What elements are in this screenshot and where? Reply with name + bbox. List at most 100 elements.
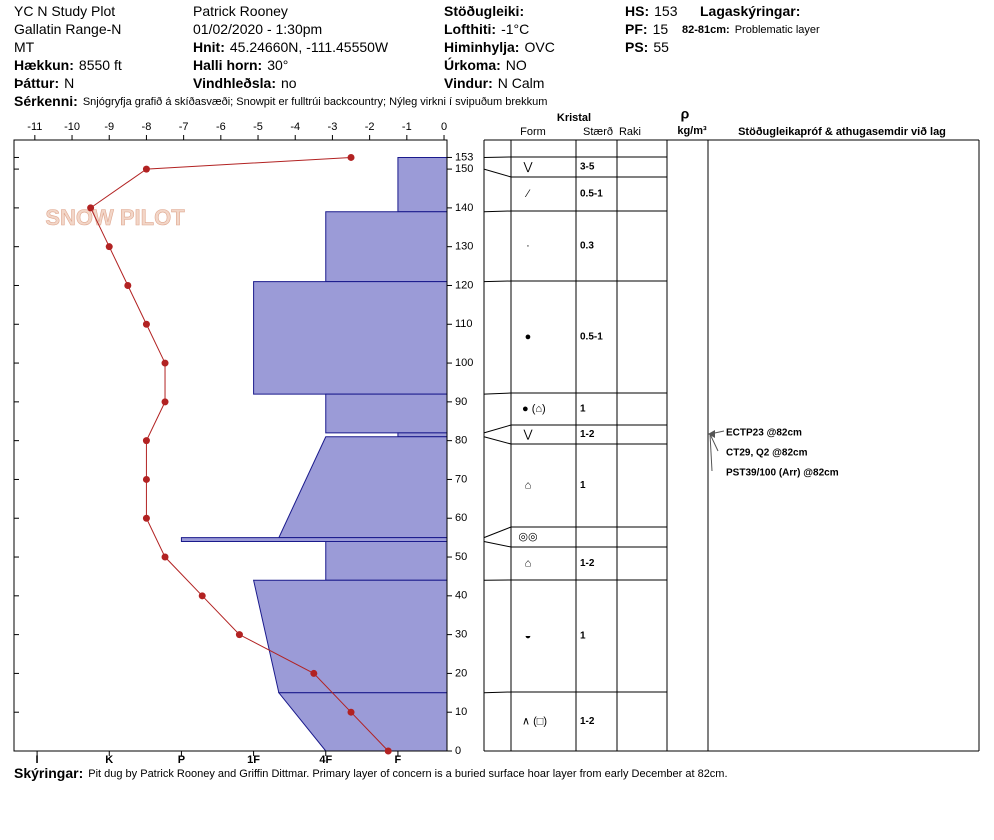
- field-label: Hnit:: [193, 39, 225, 55]
- layer-connector: [483, 424, 512, 434]
- y-tick-label: 70: [455, 473, 467, 485]
- table-header: kg/m³: [677, 125, 707, 137]
- x-tick-label: -2: [365, 121, 375, 133]
- table-header: Form: [520, 126, 546, 138]
- temperature-point: [142, 165, 150, 173]
- field: Sérkenni: Snjógryfja grafið á skíðasvæði;…: [14, 93, 547, 109]
- field-value: 01/02/2020 - 1:30pm: [193, 21, 322, 37]
- grain-form: ⋁: [522, 161, 533, 173]
- table-header: Kristal: [557, 112, 591, 124]
- field: HS: 153: [625, 3, 678, 19]
- field-value: Pit dug by Patrick Rooney and Griffin Di…: [88, 768, 727, 780]
- grain-form: ⌂: [525, 479, 532, 491]
- table-header: Raki: [619, 126, 641, 138]
- temperature-point: [124, 281, 132, 289]
- y-tick-label: 50: [455, 551, 467, 563]
- grain-size: 1-2: [580, 716, 595, 727]
- field-value: -1°C: [501, 21, 529, 37]
- x-tick-label: -6: [216, 121, 226, 133]
- hardness-layer: [397, 432, 448, 438]
- temperature-point: [347, 153, 355, 161]
- field: Vindur: N Calm: [444, 75, 544, 91]
- field: MT: [14, 39, 35, 55]
- hardness-tick-label: P: [178, 754, 185, 766]
- temperature-point: [161, 398, 169, 406]
- temperature-point: [161, 553, 169, 561]
- field-value: N Calm: [498, 75, 545, 91]
- field: Úrkoma: NO: [444, 56, 527, 73]
- grain-size: 0.3: [580, 241, 594, 252]
- hardness-layer: [325, 211, 448, 283]
- x-tick-label: -4: [290, 121, 300, 133]
- layer-connector: [483, 436, 512, 445]
- x-tick-label: -3: [328, 121, 338, 133]
- field: Skýringar: Pit dug by Patrick Rooney and …: [14, 765, 728, 781]
- stability-test: CT29, Q2 @82cm: [726, 448, 808, 459]
- field: 01/02/2020 - 1:30pm: [193, 21, 322, 37]
- y-tick-label: 140: [455, 202, 473, 214]
- field-label: PF:: [625, 21, 648, 37]
- field-label: Halli horn:: [193, 57, 262, 73]
- grain-form: ·: [526, 240, 530, 252]
- field: Hnit: 45.24660N, -111.45550W: [193, 39, 389, 55]
- temperature-point: [142, 475, 150, 483]
- field-label: Hækkun:: [14, 57, 74, 73]
- y-tick-label: 30: [455, 629, 467, 641]
- field-value: Problematic layer: [735, 24, 820, 36]
- field-value: Gallatin Range-N: [14, 21, 121, 37]
- field-value: Patrick Rooney: [193, 3, 288, 19]
- hardness-tick-label: F: [395, 754, 402, 766]
- temperature-point: [87, 204, 95, 212]
- field-label: 82-81cm:: [682, 24, 730, 36]
- hardness-layer: [252, 579, 448, 694]
- hardness-layer: [325, 541, 448, 581]
- field: Vindhleðsla: no: [193, 75, 297, 91]
- x-tick-label: 0: [441, 121, 447, 133]
- field-value: MT: [14, 39, 35, 55]
- layer-connector: [483, 392, 512, 395]
- field-label: Sérkenni:: [14, 93, 78, 109]
- layer-connector: [483, 280, 512, 283]
- temperature-point: [142, 320, 150, 328]
- grain-form: ● (⌂): [522, 403, 546, 415]
- y-tick-label: 0: [455, 745, 461, 757]
- field: Hækkun: 8550 ft: [14, 57, 122, 73]
- temperature-point: [347, 708, 355, 716]
- field-value: Snjógryfja grafið á skíðasvæði; Snowpit …: [83, 96, 548, 108]
- watermark: SNOW PILOT: [45, 205, 185, 230]
- temperature-point: [105, 243, 113, 251]
- x-tick-label: -11: [27, 121, 42, 133]
- y-tick-label: 40: [455, 590, 467, 602]
- field: Lagaskýringar:: [700, 3, 800, 19]
- x-tick-label: -10: [64, 121, 80, 133]
- hardness-layer: [325, 393, 448, 434]
- field: Þáttur: N: [14, 75, 74, 91]
- layer-connector: [483, 526, 512, 539]
- hardness-layer: [253, 281, 448, 395]
- field-label: Skýringar:: [14, 765, 83, 781]
- field-value: OVC: [524, 39, 554, 55]
- stability-test: PST39/100 (Arr) @82cm: [726, 468, 839, 479]
- hardness-tick-label: I: [36, 754, 39, 766]
- layer-connector: [483, 210, 512, 213]
- field: PS: 55: [625, 39, 669, 55]
- hardness-tick-label: 1F: [247, 754, 260, 766]
- grain-form: ⌂: [525, 557, 532, 569]
- y-tick-label: 120: [455, 279, 473, 291]
- grain-size: 0.5-1: [580, 332, 603, 343]
- field-value: 30°: [267, 57, 288, 73]
- grain-size: 1-2: [580, 558, 595, 569]
- y-tick-label: 10: [455, 706, 467, 718]
- grain-form: ⁄: [524, 188, 531, 200]
- field-label: Vindhleðsla:: [193, 75, 276, 91]
- field-value: 153: [654, 3, 678, 19]
- field-label: PS:: [625, 39, 648, 55]
- plot-frame: [13, 139, 448, 752]
- temperature-point: [384, 747, 392, 755]
- field-value: YC N Study Plot: [14, 3, 115, 19]
- table-header: Stöðugleikapróf & athugasemdir við lag: [738, 126, 946, 138]
- layer-connector: [483, 168, 512, 178]
- field-label: Vindur:: [444, 75, 493, 91]
